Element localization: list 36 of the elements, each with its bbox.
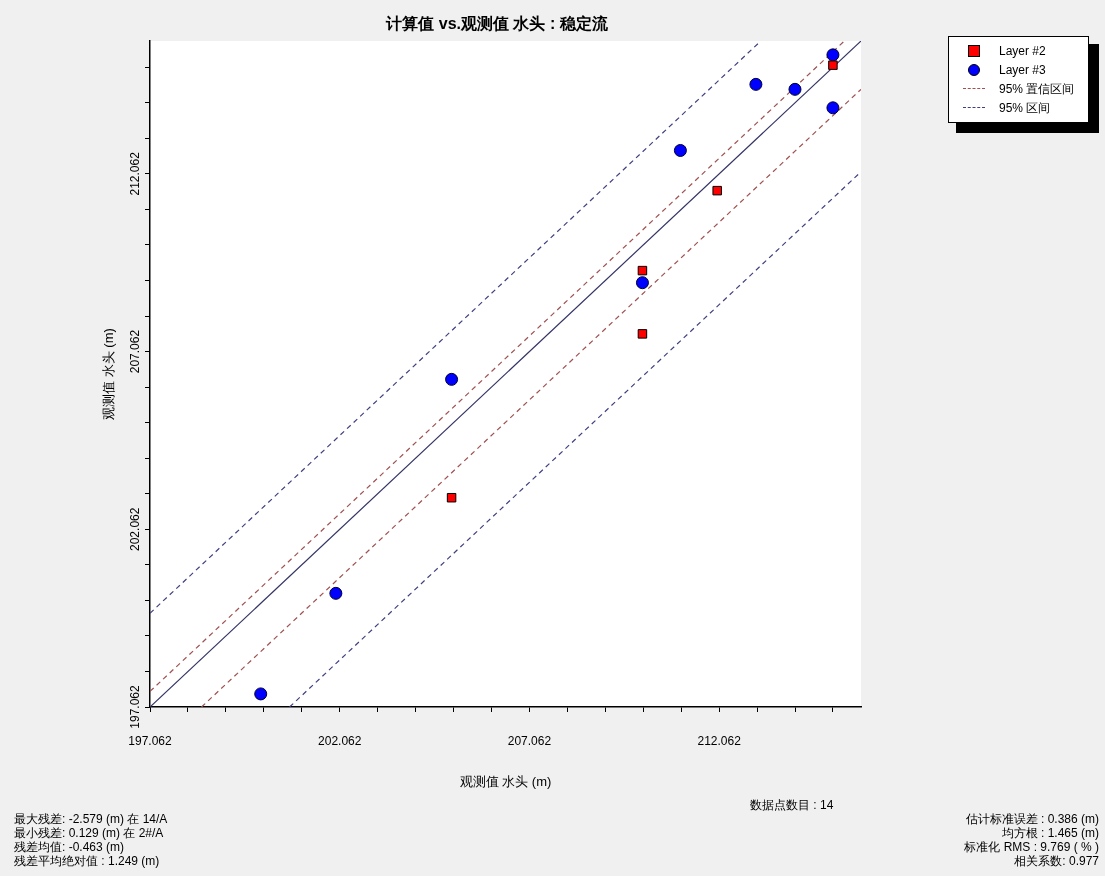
x-tick-label: 212.062 [697,733,742,748]
point [637,329,648,339]
point [828,60,838,70]
text: 均方根 : 1.465 (m) [1000,826,1099,840]
text: 残差平均绝对值 : 1.249 (m) [14,854,161,868]
point [826,101,840,115]
legend-label: Layer #3 [999,62,1046,77]
x-tick-label: 207.062 [507,733,552,748]
x-axis-title: 观测值 水头 (m) [459,773,552,789]
text: 最小残差: 0.129 (m) 在 2#/A [14,826,165,840]
y-tick-label: 212.062 [128,151,143,196]
x-tick-label: 202.062 [318,733,362,748]
y-tick-label: 207.062 [128,329,143,374]
point [329,586,343,600]
point [673,143,687,157]
point [446,492,457,503]
legend-label: 95% 置信区间 [999,81,1075,96]
text: 数据点数目 : 14 [750,798,834,812]
text: 标准化 RMS : 9.769 ( % ) [964,840,1099,854]
y-axis-title: 观测值 水头 (m) [101,328,117,420]
text: 最大残差: -2.579 (m) 在 14/A [14,812,168,826]
text: 相关系数: 0.977 [1013,854,1099,868]
text: 估计标准误差 : 0.386 (m) [964,812,1099,826]
point [826,48,840,62]
point [254,687,268,701]
point [637,265,648,276]
point [749,77,763,91]
point [788,82,802,96]
legend-label: Layer #2 [999,43,1046,58]
legend-label: 95% 区间 [999,100,1051,115]
y-tick-label: 202.062 [128,507,143,551]
point [635,276,649,290]
chart-title: 计算值 vs.观测值 水头 : 稳定流 [384,14,609,34]
point [445,372,459,386]
text: 残差均值: -0.463 (m) [14,840,125,854]
point [712,185,722,196]
